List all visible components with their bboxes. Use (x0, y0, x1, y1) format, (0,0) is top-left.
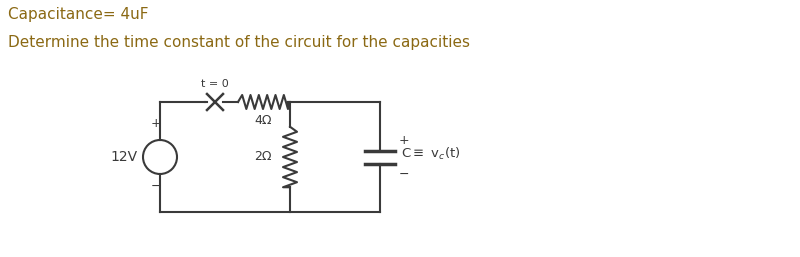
Text: +: + (150, 117, 162, 130)
Text: +: + (399, 133, 410, 146)
Text: C$\equiv$ v$_c$(t): C$\equiv$ v$_c$(t) (401, 146, 461, 162)
Text: 4Ω: 4Ω (254, 114, 272, 127)
Text: −: − (399, 168, 410, 180)
Text: 12V: 12V (111, 150, 138, 164)
Text: −: − (150, 180, 162, 193)
Text: Capacitance= 4uF: Capacitance= 4uF (8, 7, 149, 22)
Text: t = 0: t = 0 (201, 79, 229, 89)
Text: 2Ω: 2Ω (254, 151, 272, 163)
Text: Determine the time constant of the circuit for the capacities: Determine the time constant of the circu… (8, 35, 470, 50)
